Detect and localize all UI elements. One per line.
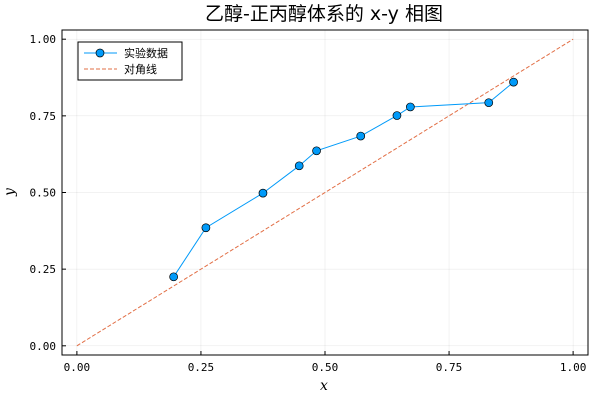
legend-label-diagonal: 对角线 xyxy=(124,62,157,76)
series-layer xyxy=(76,38,574,347)
x-tick-label: 0.75 xyxy=(436,361,463,374)
y-tick-label: 0.00 xyxy=(30,340,57,353)
x-axis-label: x xyxy=(320,378,328,394)
chart-title: 乙醇-正丙醇体系的 x-y 相图 xyxy=(205,3,443,25)
legend-swatch-experimental-marker xyxy=(95,48,105,58)
x-tick-label: 0.50 xyxy=(312,361,339,374)
data-point xyxy=(312,146,321,156)
data-point xyxy=(406,102,415,112)
y-tick-label: 1.00 xyxy=(30,33,57,46)
data-point xyxy=(484,98,494,108)
data-point xyxy=(169,272,179,282)
series-line-experimental xyxy=(173,81,514,278)
data-point xyxy=(258,188,268,198)
y-tick-label: 0.50 xyxy=(30,187,57,200)
data-point xyxy=(392,111,402,120)
data-point xyxy=(201,223,211,233)
x-tick-label: 0.00 xyxy=(64,361,91,374)
series-line-diagonal xyxy=(76,38,574,347)
y-tick-label: 0.75 xyxy=(30,110,57,123)
x-tick-label: 0.25 xyxy=(188,361,215,374)
legend-label-experimental: 实验数据 xyxy=(124,46,168,60)
data-point xyxy=(294,161,304,171)
axis-ticks: 0.00 0.25 0.50 0.75 1.00 0.00 0.25 0.50 0.75 1.00 xyxy=(30,33,587,374)
x-tick-label: 1.00 xyxy=(560,361,587,374)
y-axis-label: y xyxy=(2,187,18,197)
data-point xyxy=(356,131,366,141)
y-tick-label: 0.25 xyxy=(30,263,57,276)
legend-box xyxy=(77,41,183,81)
data-point xyxy=(509,77,518,87)
legend: 实验数据 对角线 xyxy=(77,41,183,81)
